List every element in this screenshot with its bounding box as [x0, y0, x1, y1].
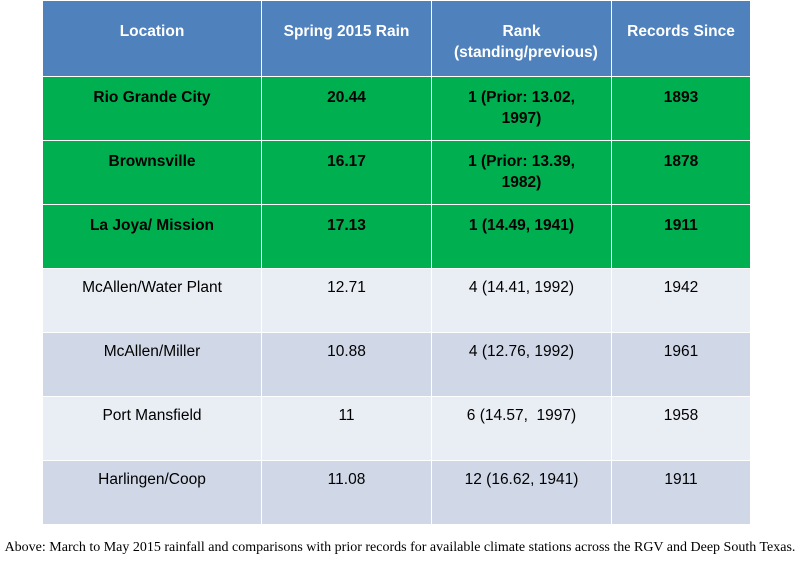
cell-records-since: 1911: [611, 204, 751, 269]
cell-rank: 1 (14.49, 1941): [431, 204, 612, 269]
cell-records-since: 1893: [611, 76, 751, 141]
table-header-row: Location Spring 2015 Rain Rank (standing…: [42, 0, 751, 77]
cell-records-since: 1878: [611, 140, 751, 205]
table-row: Port Mansfield 11 6 (14.57, 1997) 1958: [42, 396, 751, 461]
cell-rain: 10.88: [261, 332, 432, 397]
cell-rain: 16.17: [261, 140, 432, 205]
cell-rank: 1 (Prior: 13.02, 1997): [431, 76, 612, 141]
cell-rank: 1 (Prior: 13.39, 1982): [431, 140, 612, 205]
cell-rain: 12.71: [261, 268, 432, 333]
table-row: McAllen/Miller 10.88 4 (12.76, 1992) 196…: [42, 332, 751, 397]
rainfall-table: Location Spring 2015 Rain Rank (standing…: [42, 0, 751, 525]
cell-location: McAllen/Miller: [42, 332, 262, 397]
table-row: McAllen/Water Plant 12.71 4 (14.41, 1992…: [42, 268, 751, 333]
cell-rank: 12 (16.62, 1941): [431, 460, 612, 525]
header-spring-rain: Spring 2015 Rain: [261, 0, 432, 77]
cell-location: Rio Grande City: [42, 76, 262, 141]
cell-records-since: 1911: [611, 460, 751, 525]
cell-location: Port Mansfield: [42, 396, 262, 461]
table-row: La Joya/ Mission 17.13 1 (14.49, 1941) 1…: [42, 204, 751, 269]
cell-location: McAllen/Water Plant: [42, 268, 262, 333]
cell-rank: 4 (14.41, 1992): [431, 268, 612, 333]
cell-rain: 20.44: [261, 76, 432, 141]
cell-rank: 4 (12.76, 1992): [431, 332, 612, 397]
cell-location: Brownsville: [42, 140, 262, 205]
table-row: Harlingen/Coop 11.08 12 (16.62, 1941) 19…: [42, 460, 751, 525]
header-rank: Rank (standing/previous): [431, 0, 612, 77]
table-caption: Above: March to May 2015 rainfall and co…: [4, 540, 796, 555]
cell-location: La Joya/ Mission: [42, 204, 262, 269]
cell-rain: 11.08: [261, 460, 432, 525]
cell-rain: 17.13: [261, 204, 432, 269]
header-records-since: Records Since: [611, 0, 751, 77]
cell-records-since: 1961: [611, 332, 751, 397]
cell-records-since: 1942: [611, 268, 751, 333]
rainfall-table-container: Location Spring 2015 Rain Rank (standing…: [42, 0, 751, 538]
table-row: Rio Grande City 20.44 1 (Prior: 13.02, 1…: [42, 76, 751, 141]
header-location: Location: [42, 0, 262, 77]
cell-rain: 11: [261, 396, 432, 461]
table-row: Brownsville 16.17 1 (Prior: 13.39, 1982)…: [42, 140, 751, 205]
cell-records-since: 1958: [611, 396, 751, 461]
cell-rank: 6 (14.57, 1997): [431, 396, 612, 461]
cell-location: Harlingen/Coop: [42, 460, 262, 525]
